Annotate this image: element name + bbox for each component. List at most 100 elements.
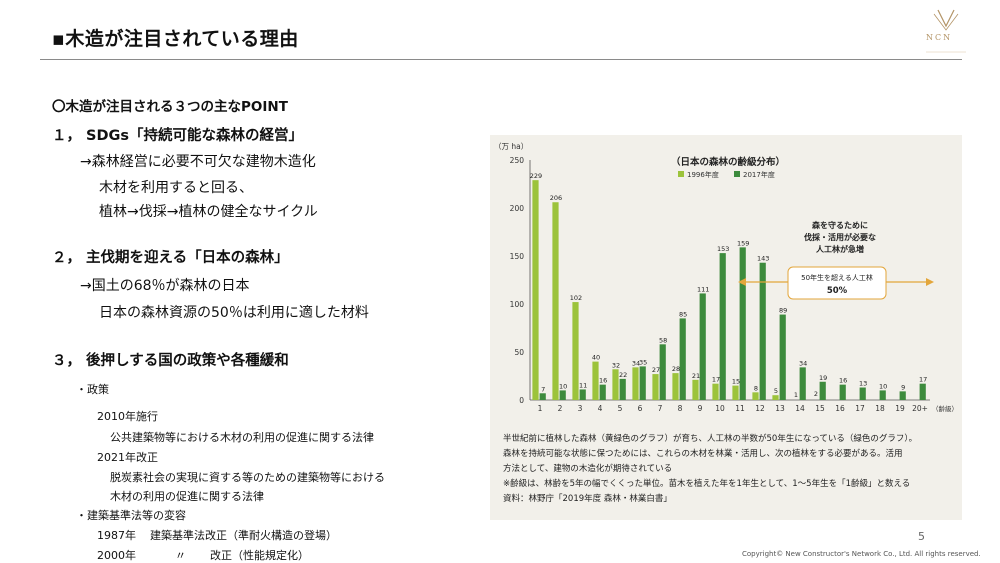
data-label: 85 [679,310,687,318]
data-label: 159 [737,239,749,247]
bar [572,302,579,400]
bar [619,378,626,400]
data-label: 40 [592,354,600,362]
data-label: 229 [530,172,542,180]
bar [712,383,719,400]
data-label: 58 [659,336,667,344]
bar [739,247,746,400]
point1-line2: 木材を利用すると回る、 [99,180,253,196]
data-label: 1 [794,391,798,399]
x-tick-label: 5 [618,404,623,413]
x-unit-label: （齢級） [932,404,958,413]
data-label: 27 [652,366,660,374]
data-label: 16 [599,377,607,385]
law-label: ・建築基準法等の変容 [76,509,186,522]
y-tick-label: 200 [510,204,525,213]
annotation-box-label: 50年生を超える人工林 [801,273,873,282]
bar [692,379,699,400]
data-label: 89 [779,307,787,315]
copyright-notice: Copyright© New Constructor's Network Co.… [742,550,981,558]
points-heading: 〇木造が注目される３つの主なPOINT [52,99,288,115]
data-label: 102 [570,294,582,302]
data-label: 22 [619,371,627,379]
x-tick-label: 6 [638,404,643,413]
data-label: 35 [639,358,647,366]
law-text: 改正（性能規定化） [210,549,309,562]
policy-label: ・政策 [76,383,109,396]
data-label: 16 [839,377,847,385]
data-label: 34 [799,359,807,367]
y-tick-label: 50 [514,348,524,357]
bar [919,383,926,400]
bar [839,384,846,400]
x-tick-label: 11 [735,404,745,413]
page-title: ▪木造が注目されている理由 [52,28,299,50]
bar [659,344,666,400]
bar [592,361,599,400]
x-tick-label: 4 [598,404,603,413]
policy-item: 木材の利用の促進に関する法律 [110,490,264,503]
caption-line: 方法として、建物の木造化が期待されている [503,464,673,474]
data-label: 9 [901,383,905,391]
bar [732,385,739,400]
data-label: 2 [814,390,818,398]
annotation-box-value: 50% [827,286,848,296]
x-tick-label: 19 [895,404,905,413]
point1-line1: →森林経営に必要不可欠な建物木造化 [80,154,316,170]
y-unit-label: （万 ha） [494,142,528,151]
bar [679,318,686,400]
legend-swatch [678,171,684,177]
data-label: 32 [612,361,620,369]
data-label: 153 [717,245,729,253]
x-tick-label: 9 [698,404,703,413]
bar [779,314,786,400]
caption-line: 半世紀前に植林した森林（黄緑色のグラフ）が育ち、人工林の半数が50年生になってい… [503,434,918,444]
x-tick-label: 13 [775,404,785,413]
data-label: 13 [859,380,867,388]
x-tick-label: 10 [715,404,725,413]
title-divider [40,59,962,60]
bar [719,253,726,400]
annotation-text: 人工林が急増 [816,244,864,254]
point2-line2: 日本の森林資源の50％は利用に適した材料 [99,305,369,321]
chart-title: （日本の森林の齢級分布） [671,156,785,168]
law-year: 1987年 [97,529,136,542]
law-mark: 〃 [175,549,186,562]
policy-item: 公共建築物等における木材の利用の促進に関する法律 [110,431,374,444]
x-tick-label: 20+ [912,404,928,413]
bar [599,384,606,400]
data-label: 11 [579,381,587,389]
data-label: 28 [672,365,680,373]
point2-line1: →国土の68％が森林の日本 [80,278,250,294]
annotation-text: 伐採・活用が必要な [804,232,876,242]
data-label: 15 [732,378,740,386]
data-label: 143 [757,255,769,263]
point1-heading: １， SDGs「持続可能な森林の経営」 [52,128,304,144]
x-tick-label: 17 [855,404,865,413]
y-tick-label: 100 [510,300,525,309]
bar [579,389,586,400]
bar [699,293,706,400]
data-label: 206 [550,194,562,202]
x-tick-label: 14 [795,404,805,413]
bar [899,391,906,400]
bar [772,395,779,400]
bar [612,369,619,400]
bar [672,373,679,400]
data-label: 7 [541,385,545,393]
x-tick-label: 8 [678,404,683,413]
company-logo [926,9,966,53]
logo-text: NCN [926,33,953,42]
law-year: 2000年 [97,549,136,562]
bar [532,180,539,400]
bar [759,262,766,400]
caption-line: ※齢級は、林齢を5年の幅でくくった単位。苗木を植えた年を1年生として、1〜5年生… [503,479,911,489]
annotation-box [787,266,887,300]
bar [639,366,646,400]
x-tick-label: 2 [558,404,563,413]
policy-item: 2021年改正 [97,451,158,464]
page-number: 5 [918,530,925,543]
point3-heading: ３， 後押しする国の政策や各種緩和 [52,353,289,369]
x-tick-label: 1 [538,404,543,413]
caption-line: 森林を持続可能な状態に保つためには、これらの木材を林業・活用し、次の植林をする必… [503,449,903,459]
